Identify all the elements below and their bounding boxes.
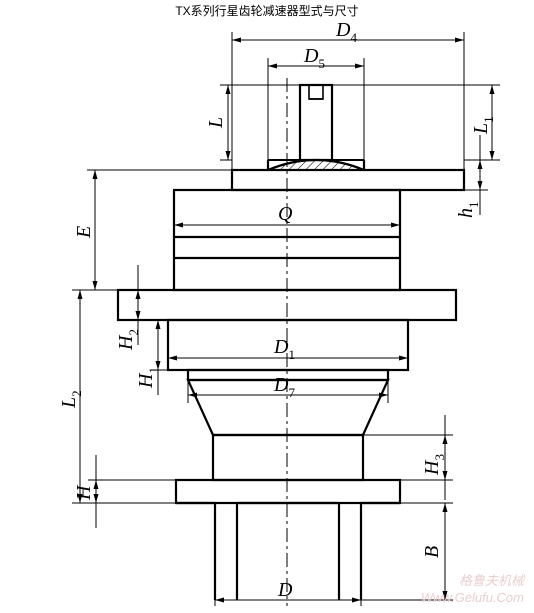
watermark-line1: 格鲁夫机械: [421, 573, 524, 590]
label-E: E: [73, 226, 95, 239]
label-L: L: [205, 117, 227, 129]
label-D4: D4: [335, 19, 357, 45]
label-H: H: [73, 484, 95, 501]
keyway: [309, 85, 323, 99]
engineering-drawing: D4 D5 L L1 h1 Q E H2 H1 L2 D1 D7 H3 H B …: [0, 0, 534, 613]
label-H1: H1: [135, 367, 161, 389]
label-H3: H3: [421, 454, 447, 476]
label-D: D: [277, 579, 293, 601]
label-Q: Q: [278, 203, 293, 225]
reducer-body: [118, 85, 464, 600]
label-D7: D7: [273, 374, 295, 400]
watermark-line2: Www.Gelufu.Com: [421, 590, 524, 607]
watermark: 格鲁夫机械 Www.Gelufu.Com: [421, 573, 524, 607]
page-title: TX系列行星齿轮减速器型式与尺寸: [0, 2, 534, 19]
label-B: B: [421, 546, 443, 558]
label-D5: D5: [303, 45, 325, 71]
dimension-labels: D4 D5 L L1 h1 Q E H2 H1 L2 D1 D7 H3 H B …: [58, 19, 496, 601]
label-h1: h1: [455, 202, 481, 219]
label-H2: H2: [115, 329, 141, 351]
